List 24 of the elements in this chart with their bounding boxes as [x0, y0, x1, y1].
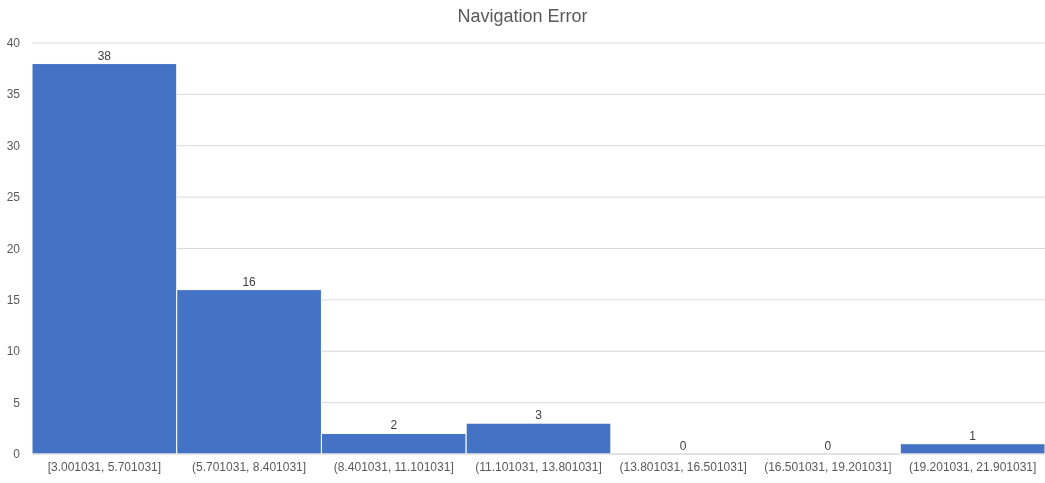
- y-tick-label: 25: [6, 190, 21, 205]
- y-tick-label: 0: [13, 447, 21, 461]
- data-label: 0: [679, 439, 687, 453]
- y-tick-label: 5: [13, 395, 21, 410]
- x-tick-label: (8.401031, 11.101031]: [333, 460, 454, 474]
- x-tick-label: (11.101031, 13.801031]: [475, 460, 602, 474]
- x-tick-label: (16.501031, 19.201031]: [764, 460, 892, 474]
- x-tick-label: [3.001031, 5.701031]: [47, 460, 162, 474]
- data-label: 38: [97, 48, 112, 63]
- x-tick-label: (13.801031, 16.501031]: [619, 460, 747, 474]
- y-tick-label: 30: [6, 138, 21, 153]
- y-tick-label: 35: [6, 87, 21, 102]
- y-tick-label: 10: [6, 344, 21, 359]
- y-tick-label: 40: [6, 36, 21, 50]
- x-tick-label: (19.201031, 21.901031]: [908, 460, 1037, 474]
- data-label: 1: [969, 428, 977, 443]
- data-label: 0: [824, 439, 832, 453]
- y-tick-label: 20: [6, 241, 21, 256]
- y-tick-label: 15: [6, 292, 21, 307]
- data-label: 2: [390, 418, 398, 433]
- chart-title: Navigation Error: [457, 6, 588, 26]
- data-label: 16: [242, 274, 257, 289]
- x-tick-label: (5.701031, 8.401031]: [192, 460, 307, 474]
- data-label: 3: [535, 408, 543, 423]
